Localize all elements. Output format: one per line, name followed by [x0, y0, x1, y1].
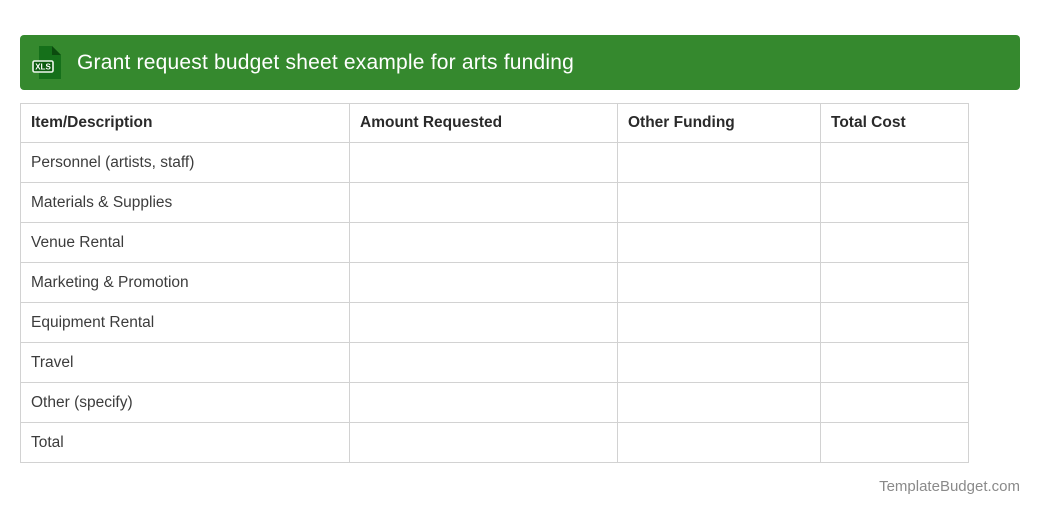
- amount-requested-cell: [349, 142, 618, 183]
- item-cell: Other (specify): [20, 382, 350, 423]
- total-cost-cell: [820, 342, 969, 383]
- table-row: Materials & Supplies: [20, 182, 969, 223]
- footer: TemplateBudget.com: [20, 478, 1020, 495]
- column-header-other-funding: Other Funding: [617, 103, 821, 143]
- other-funding-cell: [617, 142, 821, 183]
- item-cell: Personnel (artists, staff): [20, 142, 350, 183]
- column-header-amount-requested: Amount Requested: [349, 103, 618, 143]
- item-cell: Venue Rental: [20, 222, 350, 263]
- other-funding-cell: [617, 262, 821, 303]
- total-cost-cell: [820, 262, 969, 303]
- item-cell: Travel: [20, 342, 350, 383]
- other-funding-cell: [617, 342, 821, 383]
- item-cell: Marketing & Promotion: [20, 262, 350, 303]
- amount-requested-cell: [349, 222, 618, 263]
- other-funding-cell: [617, 182, 821, 223]
- column-header-item-description: Item/Description: [20, 103, 350, 143]
- amount-requested-cell: [349, 342, 618, 383]
- amount-requested-cell: [349, 382, 618, 423]
- template-header-banner: XLS Grant request budget sheet example f…: [20, 35, 1020, 90]
- column-header-total-cost: Total Cost: [820, 103, 969, 143]
- table-header-row: Item/Description Amount Requested Other …: [20, 103, 969, 143]
- table-row: Travel: [20, 342, 969, 383]
- other-funding-cell: [617, 302, 821, 343]
- other-funding-cell: [617, 222, 821, 263]
- other-funding-cell: [617, 382, 821, 423]
- xls-file-icon: XLS: [32, 45, 64, 81]
- brand-watermark: TemplateBudget.com: [879, 478, 1020, 495]
- table-row: Other (specify): [20, 382, 969, 423]
- amount-requested-cell: [349, 302, 618, 343]
- xls-badge-label: XLS: [35, 62, 51, 71]
- budget-table: Item/Description Amount Requested Other …: [20, 103, 969, 463]
- total-cost-cell: [820, 182, 969, 223]
- other-funding-cell: [617, 422, 821, 463]
- table-row: Personnel (artists, staff): [20, 142, 969, 183]
- item-cell: Equipment Rental: [20, 302, 350, 343]
- amount-requested-cell: [349, 262, 618, 303]
- amount-requested-cell: [349, 182, 618, 223]
- total-cost-cell: [820, 422, 969, 463]
- table-row: Equipment Rental: [20, 302, 969, 343]
- total-cost-cell: [820, 222, 969, 263]
- total-cost-cell: [820, 142, 969, 183]
- table-row: Venue Rental: [20, 222, 969, 263]
- amount-requested-cell: [349, 422, 618, 463]
- item-cell: Materials & Supplies: [20, 182, 350, 223]
- total-cost-cell: [820, 302, 969, 343]
- table-row: Marketing & Promotion: [20, 262, 969, 303]
- table-row: Total: [20, 422, 969, 463]
- item-cell: Total: [20, 422, 350, 463]
- page-title: Grant request budget sheet example for a…: [77, 50, 574, 74]
- total-cost-cell: [820, 382, 969, 423]
